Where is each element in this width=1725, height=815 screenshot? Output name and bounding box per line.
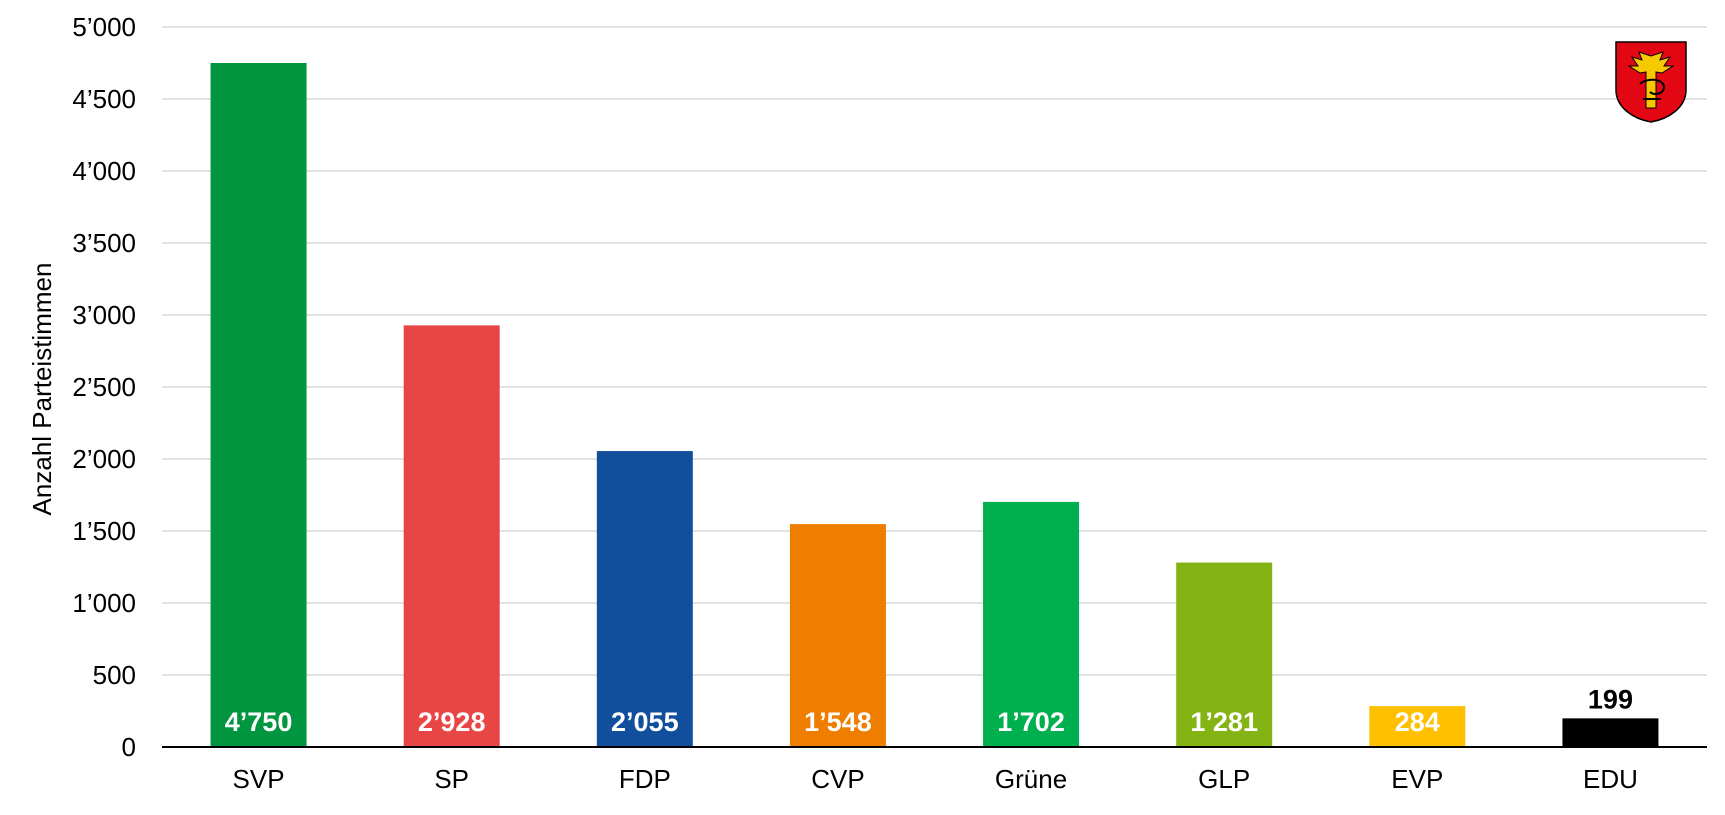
data-label: 1’702 [997, 707, 1065, 737]
y-tick-label: 2’500 [72, 372, 136, 402]
x-tick-label: FDP [619, 764, 671, 794]
x-tick-label: CVP [811, 764, 864, 794]
data-label: 2’928 [418, 707, 486, 737]
x-tick-label: EDU [1583, 764, 1638, 794]
y-tick-label: 1’500 [72, 516, 136, 546]
bar-glp [1176, 562, 1273, 747]
x-tick-label: SP [434, 764, 469, 794]
y-tick-label: 2’000 [72, 444, 136, 474]
bar-sp [403, 325, 500, 747]
gridlines [162, 26, 1707, 676]
bar-cvp [789, 524, 886, 747]
bar-grüne [983, 501, 1080, 747]
bars [210, 63, 1659, 747]
x-tick-label: SVP [233, 764, 285, 794]
y-axis-label: Anzahl Parteistimmen [27, 263, 57, 516]
bar-edu [1562, 718, 1659, 747]
y-tick-label: 1’000 [72, 588, 136, 618]
y-tick-label: 3’000 [72, 300, 136, 330]
bar-evp [1369, 706, 1466, 747]
y-tick-label: 500 [93, 660, 136, 690]
x-axis-categories: SVP SP FDP CVP Grüne GLP EVP EDU [233, 764, 1638, 794]
y-tick-label: 4’000 [72, 156, 136, 186]
bar-svp [210, 63, 307, 747]
x-tick-label: GLP [1198, 764, 1250, 794]
y-tick-label: 4’500 [72, 84, 136, 114]
y-axis-ticks: 0 500 1’000 1’500 2’000 2’500 3’000 3’500 4’000 4… [72, 12, 136, 762]
y-tick-label: 5’000 [72, 12, 136, 42]
data-label: 1’548 [804, 707, 872, 737]
y-tick-label: 3’500 [72, 228, 136, 258]
data-label: 1’281 [1190, 707, 1258, 737]
bar-fdp [596, 451, 693, 747]
data-label: 2’055 [611, 707, 679, 737]
x-tick-label: Grüne [995, 764, 1067, 794]
coat-of-arms-icon [1615, 41, 1687, 123]
data-label: 4’750 [225, 707, 293, 737]
x-tick-label: EVP [1391, 764, 1443, 794]
data-label: 199 [1588, 684, 1633, 714]
data-label: 284 [1395, 707, 1440, 737]
y-tick-label: 0 [122, 732, 136, 762]
data-labels: 4’750 2’928 2’055 1’548 1’702 1’281 284 199 [225, 684, 1633, 737]
